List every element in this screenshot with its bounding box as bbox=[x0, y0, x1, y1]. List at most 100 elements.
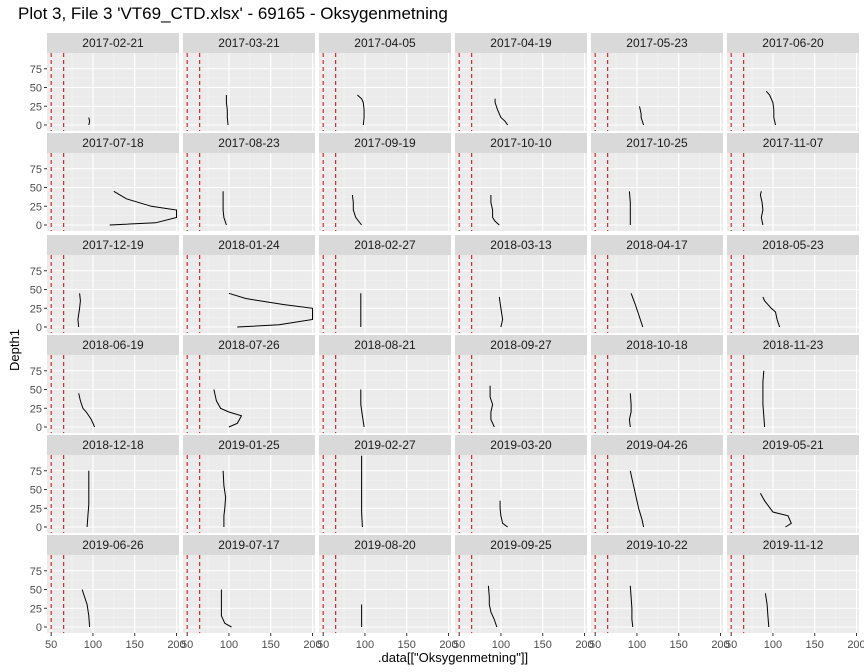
profile-line bbox=[351, 194, 362, 226]
profile-line bbox=[499, 500, 508, 528]
facet-strip-label: 2017-11-07 bbox=[763, 136, 824, 150]
facet-strip-label: 2019-07-17 bbox=[218, 538, 280, 552]
facet-strip-label: 2018-11-23 bbox=[763, 338, 824, 352]
panel-background bbox=[455, 355, 587, 433]
profile-line bbox=[762, 370, 766, 428]
facet-strip bbox=[319, 335, 451, 355]
facet-panel-2018-12-18: 2018-12-18 0 25 50 75 bbox=[30, 435, 179, 534]
panel-background bbox=[591, 355, 723, 433]
facet-panel-2018-02-27: 2018-02-27 bbox=[319, 235, 451, 333]
profile-line bbox=[628, 393, 632, 428]
profile-line bbox=[357, 94, 365, 126]
profile-line bbox=[88, 117, 91, 126]
facet-panel-2019-10-22: 2019-10-22 50 100 150 200 bbox=[589, 535, 730, 651]
facet-strip-label: 2017-06-20 bbox=[762, 36, 824, 50]
facet-panel-2017-10-25: 2017-10-25 bbox=[591, 133, 723, 231]
y-tick-label: 75 bbox=[30, 366, 42, 378]
x-tick-label: 50 bbox=[317, 639, 329, 651]
facet-strip bbox=[47, 33, 179, 53]
x-tick-label: 50 bbox=[589, 639, 601, 651]
profile-line bbox=[360, 389, 365, 428]
facet-strip-label: 2018-06-19 bbox=[82, 338, 144, 352]
facet-strip-label: 2019-03-20 bbox=[490, 438, 552, 452]
facet-strip-label: 2017-08-23 bbox=[218, 136, 280, 150]
x-tick-label: 50 bbox=[453, 639, 465, 651]
y-tick-label: 75 bbox=[30, 266, 42, 278]
facet-strip-label: 2018-07-26 bbox=[218, 338, 280, 352]
panel-background bbox=[47, 255, 179, 333]
y-tick-label: 50 bbox=[30, 285, 42, 297]
y-tick-label: 25 bbox=[30, 603, 42, 615]
facet-strip-label: 2017-10-10 bbox=[490, 136, 552, 150]
facet-strip-label: 2018-08-21 bbox=[354, 338, 416, 352]
profile-line bbox=[630, 293, 644, 328]
facet-strip-label: 2019-06-26 bbox=[82, 538, 144, 552]
facet-panel-2019-02-27: 2019-02-27 bbox=[319, 435, 451, 533]
facet-strip bbox=[727, 535, 859, 555]
profile-line bbox=[86, 470, 90, 528]
facet-strip bbox=[591, 335, 723, 355]
profile-line bbox=[228, 292, 313, 328]
facet-panel-2018-11-23: 2018-11-23 bbox=[727, 335, 859, 433]
x-tick-label: 50 bbox=[725, 639, 737, 651]
facet-panel-2019-01-25: 2019-01-25 bbox=[183, 435, 315, 533]
facet-panel-2018-08-21: 2018-08-21 bbox=[319, 335, 451, 433]
facet-strip-label: 2019-11-12 bbox=[763, 538, 824, 552]
facet-strip-label: 2019-01-25 bbox=[218, 438, 280, 452]
panel-background bbox=[47, 53, 179, 131]
facet-strip bbox=[455, 535, 587, 555]
x-tick-label: 200 bbox=[711, 639, 729, 651]
x-tick-label: 100 bbox=[492, 639, 510, 651]
panel-background bbox=[591, 455, 723, 533]
profile-line bbox=[77, 293, 81, 328]
facet-strip bbox=[183, 235, 315, 255]
y-tick-label: 50 bbox=[30, 183, 42, 195]
y-tick-label: 25 bbox=[30, 503, 42, 515]
facet-strip-label: 2017-12-19 bbox=[82, 238, 144, 252]
y-tick-label: 0 bbox=[36, 522, 42, 534]
x-tick-label: 100 bbox=[84, 639, 102, 651]
profile-line bbox=[629, 470, 645, 528]
facet-panel-2017-10-10: 2017-10-10 bbox=[455, 133, 587, 231]
facet-panel-2017-12-19: 2017-12-19 0 25 50 75 bbox=[30, 235, 179, 334]
panel-background bbox=[47, 555, 179, 633]
x-tick-label: 200 bbox=[167, 639, 185, 651]
facet-strip-label: 2018-01-24 bbox=[218, 238, 280, 252]
panel-background bbox=[455, 455, 587, 533]
facet-panel-2017-08-23: 2017-08-23 bbox=[183, 133, 315, 231]
facet-panel-2017-04-05: 2017-04-05 bbox=[319, 33, 451, 131]
facet-strip-label: 2019-05-21 bbox=[762, 438, 824, 452]
y-tick-label: 25 bbox=[30, 303, 42, 315]
facet-strip-label: 2018-04-17 bbox=[626, 238, 688, 252]
facet-strip bbox=[727, 235, 859, 255]
facet-strip bbox=[727, 435, 859, 455]
x-tick-label: 100 bbox=[628, 639, 646, 651]
x-tick-label: 150 bbox=[670, 639, 688, 651]
facet-panel-2019-05-21: 2019-05-21 bbox=[727, 435, 859, 533]
facet-strip-label: 2017-04-19 bbox=[490, 36, 552, 50]
x-tick-label: 150 bbox=[262, 639, 280, 651]
profile-line bbox=[222, 191, 227, 226]
y-tick-label: 0 bbox=[36, 622, 42, 634]
facet-strip bbox=[455, 133, 587, 153]
facet-strip bbox=[591, 435, 723, 455]
facet-strip-label: 2019-08-20 bbox=[354, 538, 416, 552]
profile-line bbox=[109, 190, 177, 226]
y-axis-title: Depth1 bbox=[7, 329, 22, 371]
profile-line bbox=[361, 455, 363, 528]
facet-strip-label: 2017-03-21 bbox=[218, 36, 280, 50]
x-tick-label: 150 bbox=[534, 639, 552, 651]
facet-strip-label: 2019-04-26 bbox=[626, 438, 688, 452]
panel-background bbox=[183, 53, 315, 131]
panel-background bbox=[183, 255, 315, 333]
facet-panel-2017-04-19: 2017-04-19 bbox=[455, 33, 587, 131]
profile-line bbox=[498, 296, 504, 328]
facet-panel-2018-03-13: 2018-03-13 bbox=[455, 235, 587, 333]
x-tick-label: 150 bbox=[126, 639, 144, 651]
x-tick-label: 100 bbox=[356, 639, 374, 651]
panel-background bbox=[47, 455, 179, 533]
facet-strip bbox=[183, 133, 315, 153]
facet-strip bbox=[727, 33, 859, 53]
